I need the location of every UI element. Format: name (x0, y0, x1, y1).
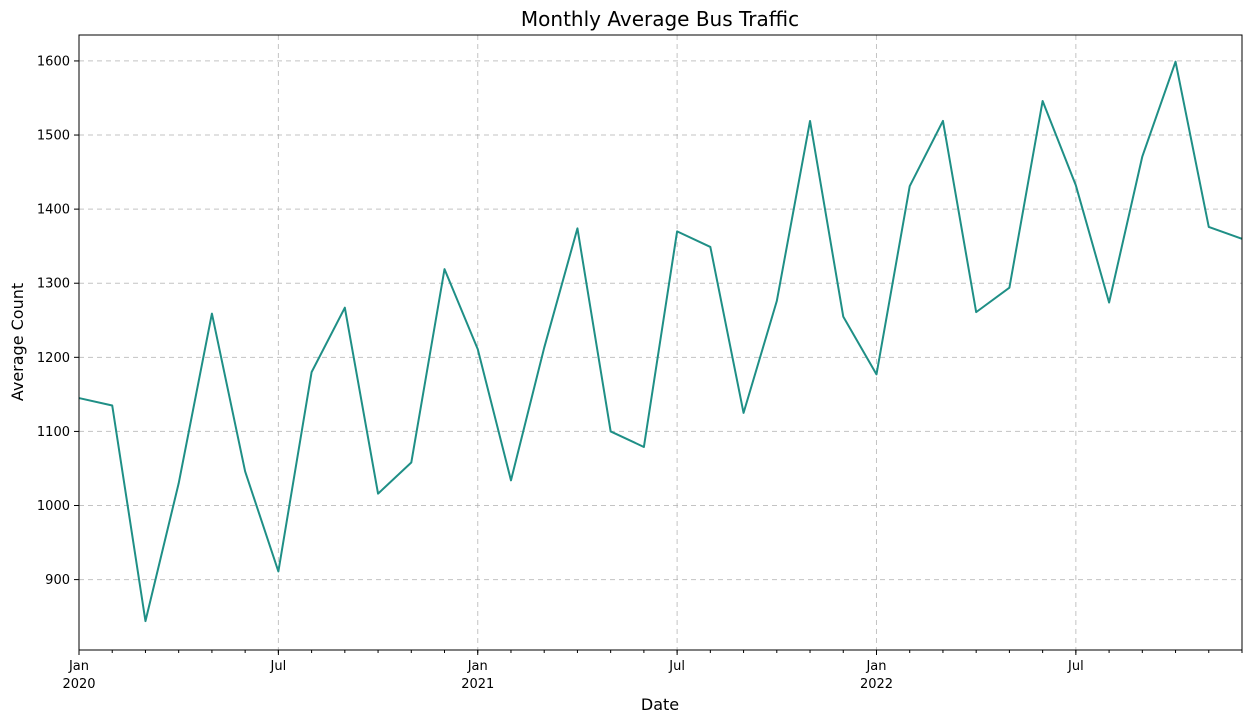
y-tick-label: 1600 (37, 54, 70, 69)
x-tick-label: Jul (668, 659, 685, 674)
grid-lines (79, 35, 1242, 650)
x-tick-label: Jan (865, 659, 886, 674)
plot-frame (78, 34, 1243, 651)
y-axis-label: Average Count (8, 283, 27, 401)
x-tick-label: Jul (270, 659, 287, 674)
chart-title: Monthly Average Bus Traffic (521, 7, 799, 31)
y-tick-label: 1400 (37, 203, 70, 218)
y-tick-label: 1100 (37, 425, 70, 440)
series-layer (78, 60, 1243, 623)
x-tick-label: Jan (68, 659, 89, 674)
x-tick-label: Jul (1067, 659, 1084, 674)
x-tick-year-label: 2022 (860, 677, 893, 692)
y-tick-label: 1500 (37, 129, 70, 144)
series-line (78, 60, 1243, 623)
y-tick-label: 1200 (37, 351, 70, 366)
x-tick-year-label: 2021 (461, 677, 494, 692)
x-tick-year-label: 2020 (62, 677, 95, 692)
y-tick-label: 1300 (37, 277, 70, 292)
x-tick-label: Jan (467, 659, 488, 674)
y-tick-label: 1000 (37, 499, 70, 514)
axis-ticks: 900 1000 1100 1200 1300 1400 1500 1600 Jan 2020 Ju… (37, 54, 1243, 692)
y-tick-label: 900 (45, 573, 70, 588)
x-axis-label: Date (641, 695, 679, 714)
